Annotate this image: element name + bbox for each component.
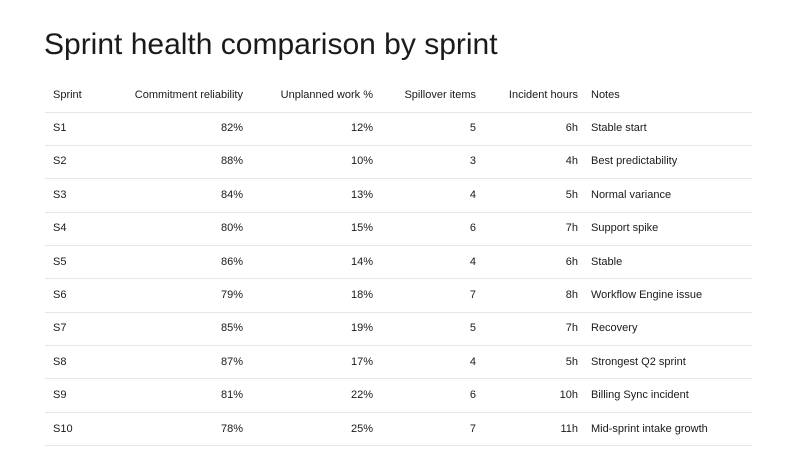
- table-cell: 5h: [565, 355, 578, 368]
- table-cell: 81%: [220, 389, 243, 402]
- table-cell: 4h: [565, 155, 578, 168]
- table-cell: 85%: [220, 322, 243, 335]
- table-cell: 17%: [350, 355, 373, 368]
- header-cell: Sprint: [53, 89, 82, 101]
- table-cell: 8h: [565, 289, 578, 301]
- table-cell: S2: [53, 155, 67, 168]
- header-cell: Incident hours: [508, 89, 578, 101]
- table-cell: 10%: [350, 155, 373, 168]
- table-cell: S4: [53, 222, 67, 235]
- table-cell: 15%: [350, 222, 373, 235]
- header-cell: Commitment reliability: [134, 89, 243, 101]
- row-divider: [45, 145, 752, 146]
- table-cell: 10h: [559, 389, 578, 402]
- row-divider: [45, 212, 752, 213]
- table-cell: 5h: [565, 188, 578, 201]
- table-cell: 7h: [565, 322, 578, 335]
- table-cell: Normal variance: [591, 188, 672, 201]
- table-cell: 6h: [565, 122, 578, 134]
- table-cell: 25%: [350, 422, 373, 435]
- table-cell: S6: [53, 289, 67, 301]
- table-cell: Strongest Q2 sprint: [591, 355, 686, 368]
- table-cell: S9: [53, 389, 67, 402]
- table-cell: 18%: [350, 289, 373, 301]
- table-cell: 12%: [350, 122, 373, 134]
- table-cell: 88%: [220, 155, 243, 168]
- table-cell: 5: [469, 122, 476, 134]
- table-cell: 84%: [220, 188, 243, 201]
- row-divider: [45, 345, 752, 346]
- table-cell: S8: [53, 355, 67, 368]
- table-cell: 14%: [350, 255, 373, 268]
- table-cell: Workflow Engine issue: [591, 289, 703, 301]
- table-cell: 6h: [565, 255, 578, 268]
- table-cell: 5: [469, 322, 476, 335]
- table-cell: Mid-sprint intake growth: [591, 422, 708, 435]
- row-divider: [45, 112, 752, 113]
- table-cell: 6: [469, 389, 476, 402]
- header-cell: Notes: [591, 89, 620, 101]
- table-cell: Support spike: [591, 222, 659, 235]
- table-cell: S7: [53, 322, 67, 335]
- table-cell: Stable start: [591, 122, 647, 134]
- table-cell: 7h: [565, 222, 578, 235]
- table-cell: 4: [469, 188, 476, 201]
- row-divider: [45, 245, 752, 246]
- table-cell: S10: [53, 422, 73, 435]
- table-cell: 13%: [350, 188, 373, 201]
- table-cell: S3: [53, 188, 67, 201]
- table-cell: 80%: [220, 222, 243, 235]
- table-cell: 7: [469, 289, 476, 301]
- row-divider: [45, 412, 752, 413]
- table-cell: 3: [469, 155, 476, 168]
- row-divider: [45, 445, 752, 446]
- table-cell: Stable: [591, 255, 623, 268]
- table-cell: 6: [469, 222, 476, 235]
- table-cell: 78%: [220, 422, 243, 435]
- table-cell: S1: [53, 122, 67, 134]
- table-cell: 82%: [220, 122, 243, 134]
- table-cell: Recovery: [591, 322, 638, 335]
- table-cell: 22%: [350, 389, 373, 402]
- table-cell: Billing Sync incident: [591, 389, 689, 402]
- page-title: Sprint health comparison by sprint: [44, 28, 498, 61]
- table-cell: 4: [469, 355, 476, 368]
- table-cell: 11h: [560, 422, 578, 435]
- table-cell: 87%: [220, 355, 243, 368]
- table-cell: 86%: [220, 255, 243, 268]
- header-cell: Unplanned work %: [280, 89, 373, 101]
- header-cell: Spillover items: [404, 89, 476, 101]
- row-divider: [45, 378, 752, 379]
- table-cell: Best predictability: [591, 155, 678, 168]
- row-divider: [45, 178, 752, 179]
- table-cell: 7: [469, 422, 476, 435]
- table-cell: S5: [53, 255, 67, 268]
- row-divider: [45, 278, 752, 279]
- table-cell: 19%: [350, 322, 373, 335]
- table-cell: 4: [469, 255, 476, 268]
- table-cell: 79%: [220, 289, 243, 301]
- row-divider: [45, 312, 752, 313]
